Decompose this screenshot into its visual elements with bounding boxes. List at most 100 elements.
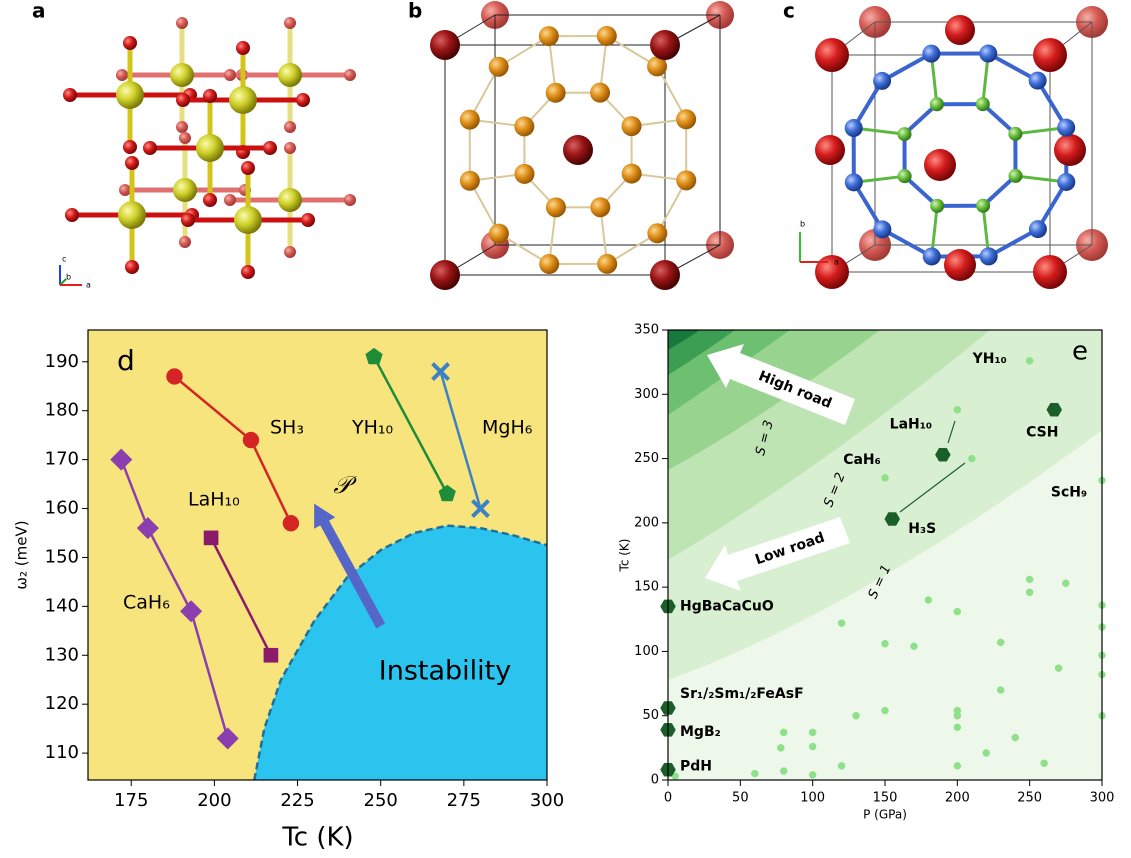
atom [65,208,79,222]
pressure-arrow [314,503,386,629]
contour-band [668,330,700,350]
marker [166,368,183,385]
marker [996,686,1005,694]
atom [176,121,188,133]
atom [929,97,944,112]
marker [953,762,962,770]
atom [116,81,144,109]
marker [365,347,383,365]
atom [844,119,863,138]
atom [344,69,356,81]
atom [284,142,296,154]
x-axis-label: Tc (K) [281,823,353,853]
atom [815,38,849,72]
bond [881,227,933,259]
atom [976,198,991,213]
atom [203,89,217,103]
bond [851,79,884,130]
y-axis-label: Tc (K) [618,539,632,573]
atom [647,223,668,244]
x-tick-label: 100 [800,790,825,805]
x-tick-label: 50 [732,790,749,805]
point-label: PdH [680,759,712,775]
tie-line [899,462,966,513]
atom [944,249,976,281]
y-axis-label: ω₂ (meV) [13,520,31,589]
marker [881,706,889,715]
atom [430,30,460,60]
y-tick-label: 110 [45,742,79,763]
series-label: SH₃ [270,417,304,439]
bond [852,181,885,231]
atom [181,213,195,227]
marker [953,405,962,414]
bond [468,180,500,235]
panel-label: a [32,0,46,23]
marker [982,749,991,757]
marker [996,638,1005,647]
atom [459,109,480,130]
atom [284,246,296,258]
series-line [209,537,273,656]
atom [344,194,356,206]
series-line [372,356,449,495]
x-tick-label: 275 [447,790,481,811]
panel-label: d [117,344,135,377]
marker [881,474,889,482]
marker [216,727,239,750]
marker [924,596,933,604]
region-boundary [253,524,548,781]
atom [815,255,849,289]
point-label: CSH [1026,425,1058,441]
bond [987,227,1039,259]
marker [881,639,889,648]
atom [263,141,277,155]
atom [930,198,945,213]
tie-line [947,420,956,444]
atom [179,132,191,144]
series-line [120,459,229,739]
panel-label: b [408,0,422,23]
atom [125,156,139,170]
region-label: Instability [379,656,512,687]
triad-label: a [834,258,839,267]
bond [903,174,939,208]
bond [987,51,1039,83]
marker [910,642,918,651]
atom [278,63,302,87]
atom [650,30,680,60]
atom [118,201,146,229]
y-tick-label: 50 [642,708,659,723]
y-tick-label: 0 [651,773,659,788]
atom [1057,118,1076,137]
marker [136,516,160,540]
point-label: Sr₁/₂Sm₁/₂FeAsF [680,686,804,702]
bond [1035,79,1068,129]
atom [296,93,310,107]
atom [234,206,262,234]
atom [1054,134,1086,166]
atom [676,109,697,130]
marker [777,744,785,752]
y-tick-label: 170 [45,449,79,470]
atom [284,17,296,29]
marker [837,619,846,627]
atom [1008,126,1023,141]
atom [514,163,535,184]
marker [808,728,817,737]
y-tick-label: 200 [634,515,659,530]
road-arrow [707,344,855,425]
marker [808,742,817,751]
atom [229,86,257,114]
marker [953,607,962,616]
atom [488,223,509,244]
atom [897,169,912,184]
bond [656,65,688,120]
atom [545,197,566,218]
triad-label: c [62,255,66,264]
marker [471,499,490,518]
x-tick-label: 175 [114,790,148,811]
road-arrow [705,517,850,591]
atom [545,82,566,103]
marker [953,711,962,720]
